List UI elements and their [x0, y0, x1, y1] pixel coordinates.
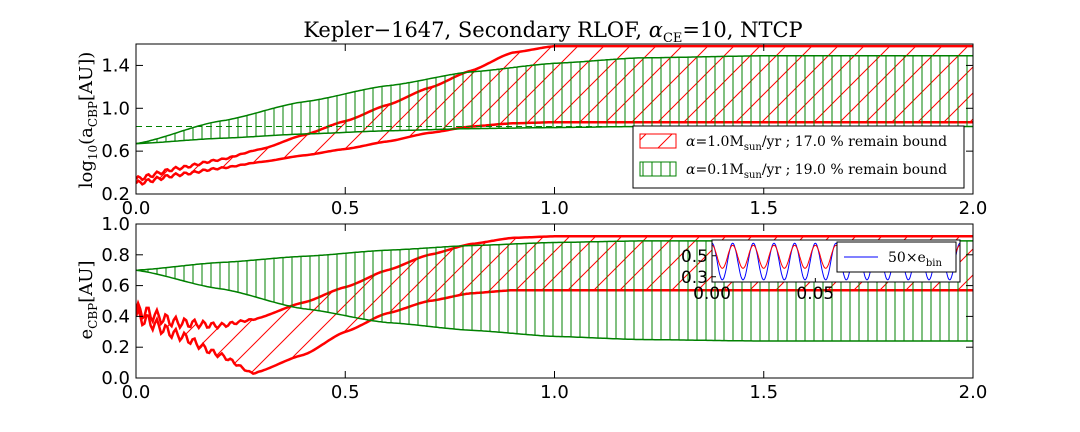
top-xtick-label: 1.5	[749, 198, 778, 219]
inset-plot: 0.00 0.05 0.30.5 50×ebin	[681, 239, 961, 304]
top-band-alpha-0-1	[136, 55, 973, 144]
bot-ytick-label: 0.4	[101, 306, 130, 327]
bot-xtick-label: 1.5	[749, 382, 778, 403]
top-xtick-label: 1.0	[540, 198, 569, 219]
bot-ytick-label: 0.8	[101, 245, 130, 266]
inset-legend-label: 50×ebin	[888, 250, 942, 269]
legend-label-alpha-1: α=1.0Msun/yr ; 17.0 % remain bound	[686, 134, 947, 153]
top-upper-line-alpha-0-1	[136, 55, 973, 145]
top-ytick-label: 0.6	[101, 141, 130, 162]
inset-legend: 50×ebin	[836, 241, 957, 273]
bot-ytick-label: 0.6	[101, 276, 130, 297]
top-ylabel: log10(aCBP[AU])	[76, 52, 100, 189]
legend-swatch-alpha-1	[639, 133, 677, 149]
bot-xtick-label: 0.0	[122, 382, 151, 403]
top-ytick-label: 0.2	[101, 184, 130, 205]
top-ytick-label: 1.0	[101, 98, 130, 119]
bot-xtick-label: 2.0	[959, 382, 988, 403]
top-xtick-label: 2.0	[959, 198, 988, 219]
inset-ytick-label: 0.3	[681, 268, 708, 288]
bot-xtick-label: 0.5	[331, 382, 360, 403]
bot-ytick-label: 0.0	[101, 368, 130, 389]
inset-xtick-label: 0.05	[796, 284, 834, 304]
top-legend: α=1.0Msun/yr ; 17.0 % remain bound α=0.1…	[632, 125, 965, 189]
legend-label-alpha-0-1: α=0.1Msun/yr ; 19.0 % remain bound	[686, 162, 947, 181]
top-panel: 0.0 0.5 1.0 1.5 2.0 0.2 0.6 1.0 1.4 log10(aCBP[A…	[76, 43, 988, 219]
bot-xtick-label: 1.0	[540, 382, 569, 403]
chart-title: Kepler−1647, Secondary RLOF, αCE=10, NTC…	[303, 18, 802, 46]
bot-lower-line-alpha-0-1	[136, 269, 973, 342]
bot-upper-line-alpha-1	[136, 235, 973, 331]
top-xtick-label: 0.5	[331, 198, 360, 219]
inset-axes-frame	[711, 239, 961, 283]
inset-xtick-label: 0.00	[693, 284, 731, 304]
top-ytick-label: 1.4	[101, 55, 130, 76]
legend-swatch-alpha-0-1	[639, 161, 677, 177]
bot-ytick-label: 0.2	[101, 337, 130, 358]
inset-ytick-label: 0.5	[681, 247, 708, 267]
bot-ytick-label: 1.0	[101, 214, 130, 235]
bottom-ylabel: eCBP[AU]	[76, 261, 100, 340]
top-xtick-label: 0.0	[122, 198, 151, 219]
